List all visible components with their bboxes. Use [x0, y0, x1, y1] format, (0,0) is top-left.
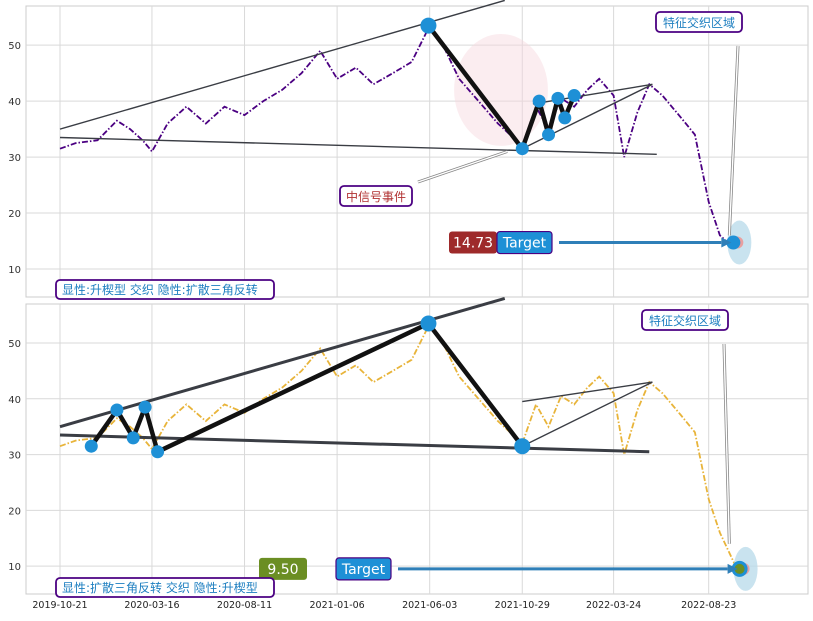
pattern-label-box [55, 577, 275, 598]
y-tick-label: 10 [8, 265, 21, 276]
annotation-box [655, 11, 743, 33]
pattern-marker [84, 439, 98, 453]
x-tick-label: 2022-03-24 [586, 600, 641, 611]
target-arrow-head [721, 237, 732, 248]
annotation-box [339, 185, 413, 207]
pattern-marker [420, 315, 437, 332]
pattern-marker [542, 128, 556, 142]
y-tick-label: 40 [8, 395, 21, 406]
annotation-text: 特征交织区域 [663, 15, 735, 30]
pattern-marker [420, 17, 437, 34]
y-tick-label: 30 [8, 451, 21, 462]
pattern-marker [532, 94, 546, 108]
plot-area [25, 303, 809, 595]
x-tick-label: 2021-01-06 [310, 600, 365, 611]
pattern-marker [515, 142, 529, 156]
annotation-text: 特征交织区域 [649, 313, 721, 328]
target-value-box [449, 231, 497, 254]
y-tick-label: 10 [8, 562, 21, 573]
trendline [521, 381, 653, 447]
x-tick-label: 2020-08-11 [217, 600, 272, 611]
annotation-text: 中信号事件 [346, 189, 406, 204]
target-label-box [335, 557, 392, 581]
y-tick-label: 50 [8, 41, 21, 52]
pattern-marker [558, 111, 572, 125]
y-tick-label: 20 [8, 209, 21, 220]
target-value-box [259, 557, 307, 580]
x-tick-label: 2020-03-16 [124, 600, 179, 611]
pattern-label: 显性:扩散三角反转 交织 隐性:升楔型 [62, 580, 258, 595]
x-tick-label: 2019-10-21 [32, 600, 87, 611]
pattern-label: 显性:升楔型 交织 隐性:扩散三角反转 [62, 282, 258, 297]
chart-panel-2: 10 20 30 40 50 2019-10-21 2020-03-16 2020-08-11… [8, 296, 809, 611]
endpoint-marker [726, 235, 741, 250]
endpoint-marker-inner [734, 563, 745, 574]
pattern-marker [138, 400, 152, 414]
trendline [522, 381, 653, 403]
y-tick-label: 30 [8, 153, 21, 164]
pattern-label-box [55, 279, 275, 300]
annotation-arrow-core [417, 150, 508, 183]
y-tick-label: 40 [8, 97, 21, 108]
highlight-ellipse [454, 33, 548, 146]
pattern-marker [126, 431, 140, 445]
target-label: Target [502, 236, 547, 252]
y-tick-label: 50 [8, 339, 21, 350]
annotation-arrow-core [728, 45, 739, 236]
pattern-marker [567, 89, 581, 103]
pattern-marker [110, 403, 124, 417]
pattern-marker [151, 445, 165, 459]
x-tick-label: 2021-06-03 [402, 600, 457, 611]
target-label-box [496, 230, 553, 255]
pattern-marker [551, 91, 565, 105]
x-tick-label: 2021-10-29 [495, 600, 550, 611]
annotation-box [641, 309, 729, 331]
target-arrow-head [727, 563, 738, 574]
x-tick-label: 2022-08-23 [681, 600, 736, 611]
annotation-arrow-core [723, 343, 731, 544]
y-tick-label: 20 [8, 506, 21, 517]
target-value: 14.73 [453, 236, 493, 252]
plot-area [25, 5, 809, 298]
trendline [59, 136, 657, 155]
target-value: 9.50 [267, 562, 298, 578]
target-label: Target [341, 562, 386, 578]
trendline [59, 433, 650, 454]
pattern-marker [514, 438, 531, 455]
